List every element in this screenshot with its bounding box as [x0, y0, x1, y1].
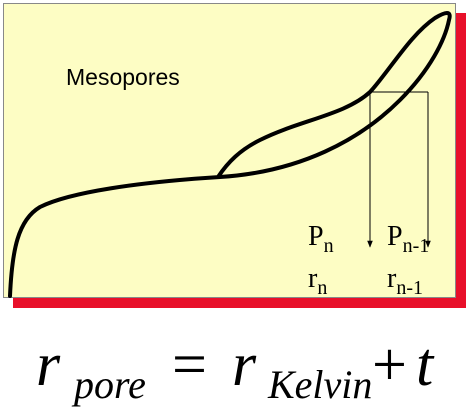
symbol: r: [308, 263, 318, 294]
eq-symbol: r: [36, 331, 61, 399]
subscript: n-1: [403, 235, 430, 257]
subscript: n-1: [396, 277, 423, 299]
marker-label: rn-1: [387, 263, 423, 299]
isotherm-curve: [8, 11, 452, 298]
symbol: P: [387, 221, 403, 252]
eq-subscript: Kelvin: [267, 362, 372, 407]
subscript: n: [317, 277, 327, 299]
marker-label: rn: [308, 263, 327, 299]
eq-operator: =: [172, 331, 207, 399]
eq-operator: +: [372, 331, 407, 399]
eq-symbol: r: [232, 331, 257, 399]
marker-label: Pn: [308, 221, 334, 257]
symbol: r: [387, 263, 397, 294]
symbol: P: [308, 221, 324, 252]
marker-label: Pn-1: [387, 221, 429, 257]
panel: [3, 3, 456, 298]
subscript: n: [324, 235, 334, 257]
equation: r pore = r Kelvin + t: [36, 331, 435, 407]
eq-symbol: t: [416, 331, 435, 399]
eq-subscript: pore: [71, 362, 146, 407]
region-label: Mesopores: [66, 64, 180, 90]
